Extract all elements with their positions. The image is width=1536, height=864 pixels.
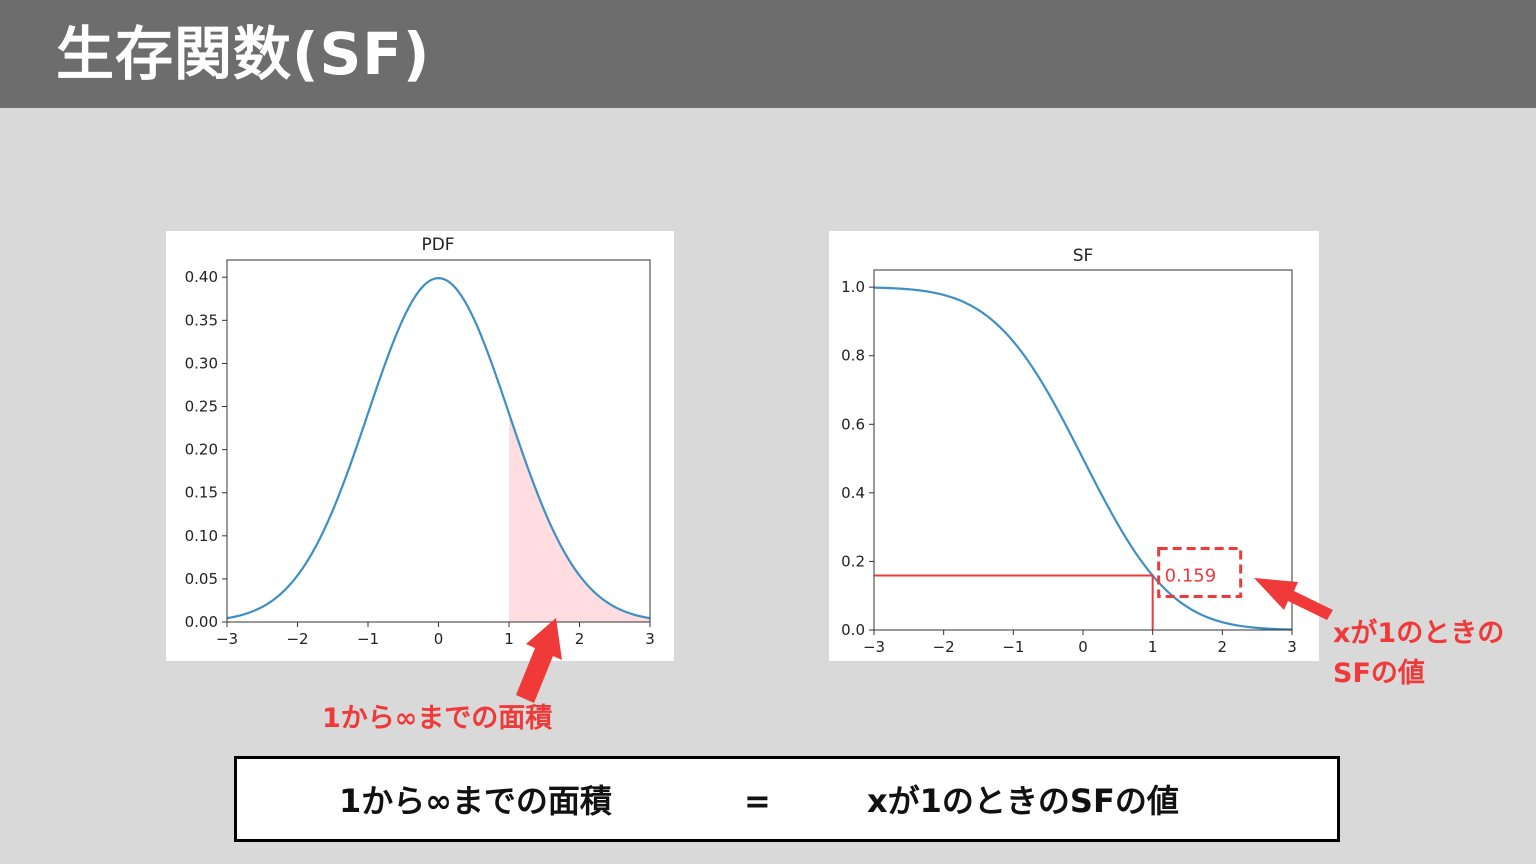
equation-box: 1から∞までの面積 = xが1のときのSFの値 bbox=[234, 756, 1340, 842]
x-tick-label: 0 bbox=[434, 630, 444, 648]
x-tick-label: 2 bbox=[1218, 638, 1228, 656]
pdf-area-annotation: 1から∞までの面積 bbox=[322, 703, 553, 734]
sf-value-label: 0.159 bbox=[1165, 565, 1217, 586]
x-tick-label: −3 bbox=[863, 638, 885, 656]
x-tick-label: 0 bbox=[1078, 638, 1088, 656]
pdf-shaded-area bbox=[509, 413, 650, 622]
x-tick-label: −1 bbox=[1002, 638, 1024, 656]
y-tick-label: 0.35 bbox=[185, 311, 218, 329]
sf-chart-panel: 0.159 −3 −2 −1 0 1 2 3 0.0 0.2 0.4 0.6 0.8 1.0 SF bbox=[829, 231, 1319, 661]
y-tick-label: 0.0 bbox=[841, 621, 865, 639]
x-tick-label: −2 bbox=[286, 630, 308, 648]
y-tick-label: 0.05 bbox=[185, 570, 218, 588]
x-tick-label: 2 bbox=[575, 630, 585, 648]
y-tick-label: 0.10 bbox=[185, 527, 218, 545]
pdf-chart-title: PDF bbox=[421, 235, 454, 255]
y-tick-label: 0.8 bbox=[841, 347, 865, 365]
equation-sign: = bbox=[744, 782, 771, 820]
x-tick-label: −3 bbox=[216, 630, 238, 648]
x-tick-label: 3 bbox=[645, 630, 655, 648]
x-tick-label: 1 bbox=[504, 630, 514, 648]
sf-value-annotation: xが1のときの SFの値 bbox=[1333, 614, 1533, 694]
y-tick-label: 0.30 bbox=[185, 354, 218, 372]
sf-curve-line bbox=[873, 286, 1293, 631]
pdf-plot-frame bbox=[226, 259, 651, 623]
sf-value-box bbox=[1157, 546, 1243, 598]
pdf-chart: −3 −2 −1 0 1 2 3 0.00 0.05 0.10 0.15 0.20 0.25 0.30 0… bbox=[185, 235, 655, 648]
y-tick-label: 0.20 bbox=[185, 441, 218, 459]
header-bar: 生存関数(SF) bbox=[0, 0, 1536, 108]
y-tick-label: 0.25 bbox=[185, 398, 218, 416]
x-tick-label: 3 bbox=[1287, 638, 1297, 656]
y-tick-label: 0.4 bbox=[841, 484, 865, 502]
pdf-curve-line bbox=[226, 277, 651, 620]
y-tick-label: 0.6 bbox=[841, 415, 865, 433]
page-title: 生存関数(SF) bbox=[56, 20, 431, 88]
sf-annotation-line1: xが1のときの bbox=[1333, 618, 1505, 649]
pdf-chart-panel: −3 −2 −1 0 1 2 3 0.00 0.05 0.10 0.15 0.20 0.25 0.30 0… bbox=[166, 231, 674, 661]
equation-left: 1から∞までの面積 bbox=[339, 782, 612, 820]
equation-right: xが1のときのSFの値 bbox=[867, 782, 1179, 820]
y-tick-label: 0.15 bbox=[185, 484, 218, 502]
x-tick-label: −2 bbox=[933, 638, 955, 656]
y-tick-label: 0.2 bbox=[841, 552, 865, 570]
y-tick-label: 1.0 bbox=[841, 278, 865, 296]
x-tick-label: −1 bbox=[357, 630, 379, 648]
sf-chart: 0.159 −3 −2 −1 0 1 2 3 0.0 0.2 0.4 0.6 0.8 1.0 SF bbox=[841, 246, 1297, 656]
sf-annotation-line2: SFの値 bbox=[1333, 658, 1425, 689]
y-tick-label: 0.00 bbox=[185, 613, 218, 631]
x-tick-label: 1 bbox=[1148, 638, 1158, 656]
sf-chart-title: SF bbox=[1073, 246, 1094, 266]
y-tick-label: 0.40 bbox=[185, 268, 218, 286]
